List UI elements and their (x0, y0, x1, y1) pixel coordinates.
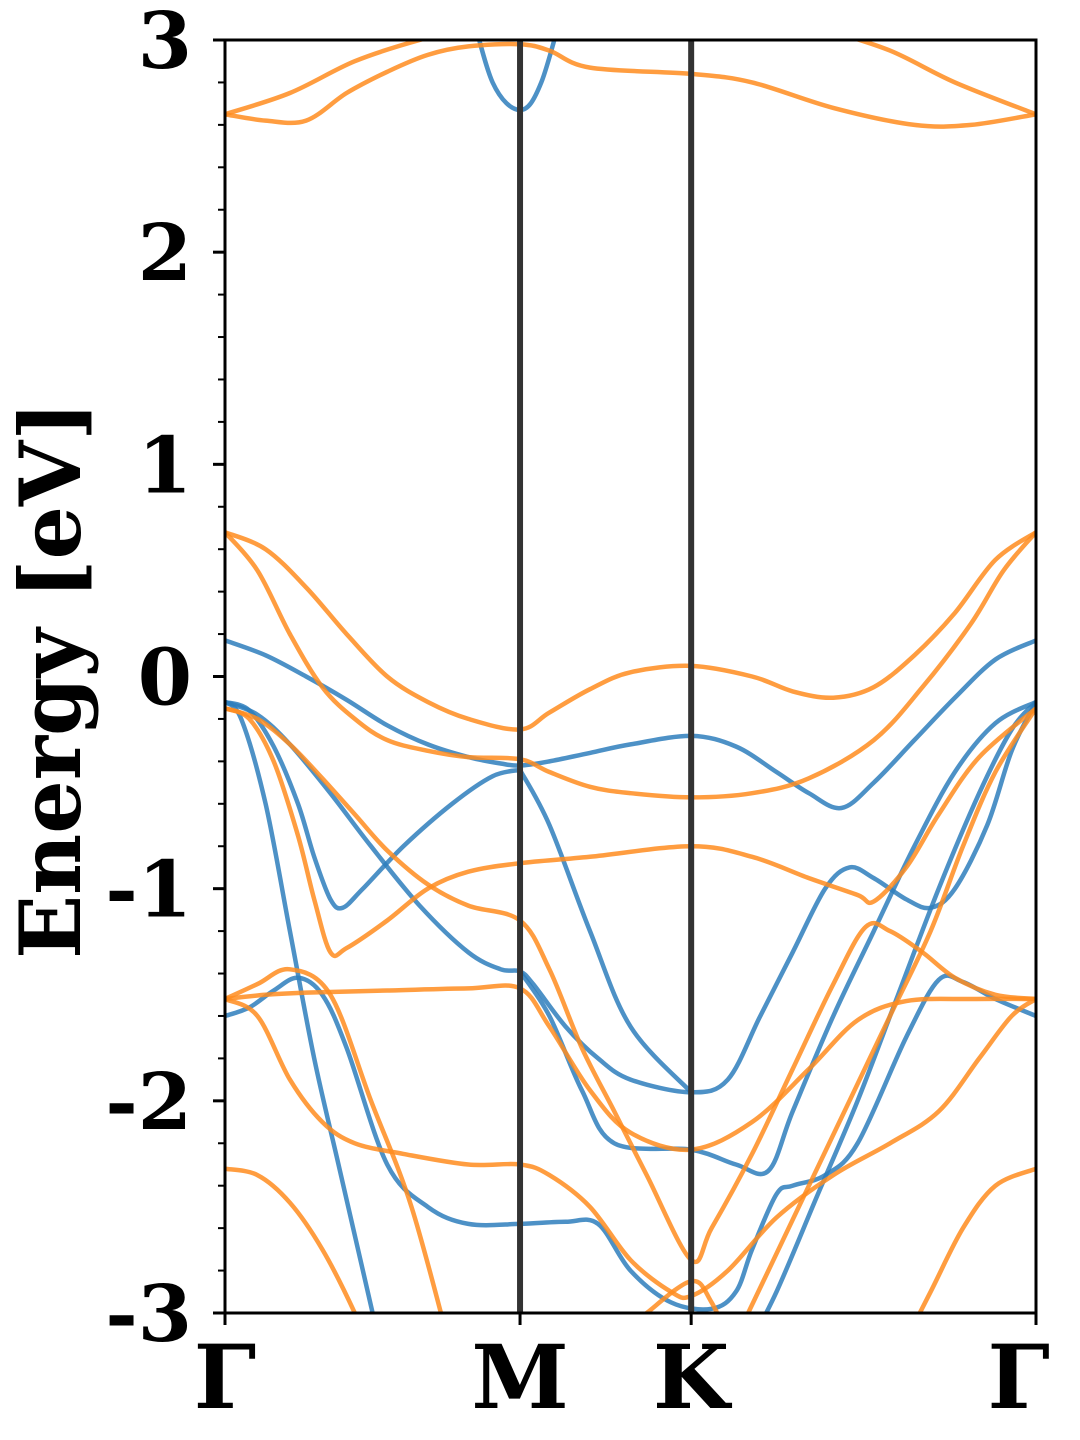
y-axis-label: Energy [eV] (1, 401, 100, 959)
y-tick-label-3: 0 (138, 633, 192, 724)
band-line-blue-5 (517, 699, 1036, 1177)
band-line-orange-16 (225, 983, 1036, 1153)
x-tick-label-3: Γ (988, 1325, 1050, 1429)
band-line-orange-9 (225, 41, 1036, 129)
band-line-blue-7 (763, 699, 1036, 1313)
band-line-blue-6 (517, 767, 694, 1095)
y-tick-label-2: -1 (105, 845, 192, 936)
x-tick-label-2: K (653, 1325, 733, 1429)
y-tick-label-5: 2 (138, 208, 192, 299)
x-tick-label-1: M (471, 1325, 568, 1429)
y-tick-label-4: 1 (138, 420, 192, 511)
bands-layer (225, 40, 1036, 1313)
band-line-orange-20 (917, 1166, 1036, 1313)
high-symmetry-lines (517, 40, 695, 1313)
y-tick-label-1: -2 (105, 1057, 192, 1148)
y-ticks: -3 -2 -1 0 1 2 3 (105, 0, 225, 1360)
y-tick-label-6: 3 (138, 0, 192, 87)
band-line-orange-22 (745, 706, 1036, 1313)
band-line-orange-21 (644, 1278, 720, 1313)
y-tick-label-0: -3 (105, 1269, 192, 1360)
band-line-orange-18 (225, 966, 444, 1313)
band-line-orange-14 (225, 706, 1036, 959)
band-line-blue-0 (225, 638, 1036, 811)
band-line-orange-11 (852, 40, 1036, 117)
x-tick-label-0: Γ (194, 1325, 256, 1429)
band-line-orange-19 (225, 1166, 358, 1313)
band-line-blue-3 (225, 973, 1036, 1312)
plot-frame (223, 38, 1038, 1315)
band-line-blue-8 (476, 40, 557, 113)
band-line-blue-1 (225, 699, 523, 911)
band-line-blue-4 (225, 699, 375, 1313)
band-line-orange-13 (225, 529, 1036, 800)
band-line-orange-17 (225, 996, 1036, 1301)
band-line-orange-10 (225, 40, 429, 117)
band-line-orange-15 (225, 706, 1036, 1265)
band-line-orange-12 (225, 529, 1036, 732)
